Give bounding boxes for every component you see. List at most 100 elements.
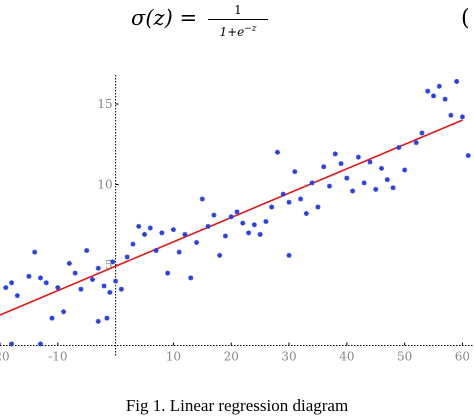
data-point xyxy=(280,191,286,197)
data-point xyxy=(396,144,402,150)
data-point xyxy=(431,93,437,99)
formula-fraction: 1 1+e−z xyxy=(206,2,270,40)
y-tick-label: 10 xyxy=(97,178,112,192)
data-point xyxy=(130,241,136,247)
data-point xyxy=(199,196,205,202)
data-point xyxy=(194,239,200,245)
plot-axes xyxy=(0,75,474,356)
data-point xyxy=(269,204,275,210)
data-point xyxy=(211,212,217,218)
x-tick-label: 60 xyxy=(455,350,470,364)
data-point xyxy=(147,225,153,231)
data-point xyxy=(26,273,32,279)
data-point xyxy=(222,233,228,239)
data-point xyxy=(298,196,304,202)
data-point xyxy=(110,259,116,265)
formula-lhs: σ(z) = xyxy=(131,6,198,30)
data-point xyxy=(321,164,327,170)
data-point xyxy=(78,286,84,292)
data-point xyxy=(465,153,471,159)
data-point xyxy=(37,341,43,347)
data-point xyxy=(107,289,113,295)
data-point xyxy=(43,280,49,286)
data-point xyxy=(454,78,460,84)
data-point xyxy=(136,223,142,229)
regression-scatter-plot: -20 -10 10 20 30 40 50 60 5 10 15 xyxy=(0,75,474,364)
x-tick-label: 30 xyxy=(281,350,296,364)
data-point xyxy=(118,286,124,292)
data-point xyxy=(14,293,20,299)
data-point xyxy=(384,177,390,183)
data-point xyxy=(355,154,361,160)
data-point xyxy=(338,161,344,167)
data-point xyxy=(286,199,292,205)
formula-numerator: 1 xyxy=(234,3,242,17)
data-point xyxy=(373,186,379,192)
data-point xyxy=(390,185,396,191)
data-point xyxy=(159,230,165,236)
data-point xyxy=(101,283,107,289)
data-point xyxy=(251,222,257,228)
fraction-bar xyxy=(208,19,268,20)
scatter-points xyxy=(3,78,471,347)
x-tick-label: 40 xyxy=(339,350,354,364)
data-point xyxy=(436,83,442,89)
formula-denominator-base: 1+e xyxy=(219,25,245,39)
data-point xyxy=(176,249,182,255)
data-point xyxy=(9,341,15,347)
data-point xyxy=(217,252,223,258)
data-point xyxy=(9,280,15,286)
data-point xyxy=(113,278,119,284)
data-point xyxy=(413,140,419,146)
data-point xyxy=(188,275,194,281)
data-point xyxy=(292,169,298,175)
data-point xyxy=(286,252,292,258)
data-point xyxy=(240,220,246,226)
y-tick-label: 5 xyxy=(105,258,113,272)
data-point xyxy=(350,188,356,194)
x-tick-label: 10 xyxy=(166,350,181,364)
data-point xyxy=(37,275,43,281)
data-point xyxy=(234,209,240,215)
data-point xyxy=(402,167,408,173)
data-point xyxy=(84,248,90,254)
data-point xyxy=(72,270,78,276)
data-point xyxy=(95,265,101,271)
data-point xyxy=(165,270,171,276)
data-point xyxy=(361,180,367,186)
data-point xyxy=(326,183,332,189)
data-point xyxy=(228,214,234,220)
data-point xyxy=(170,227,176,233)
x-tick-label: 50 xyxy=(397,350,412,364)
data-point xyxy=(246,230,252,236)
data-point xyxy=(153,248,159,254)
equation-number-fragment: ( xyxy=(461,6,470,31)
data-point xyxy=(3,285,9,291)
data-point xyxy=(257,231,263,237)
data-point xyxy=(344,175,350,181)
data-point xyxy=(66,260,72,266)
tick-labels: -20 -10 10 20 30 40 50 60 5 10 15 xyxy=(0,97,470,364)
formula-exponent: −z xyxy=(244,24,257,34)
data-point xyxy=(124,254,130,260)
data-point xyxy=(95,318,101,324)
figure-caption: Fig 1. Linear regression diagram xyxy=(125,396,349,415)
data-point xyxy=(303,211,309,216)
x-tick-label: 20 xyxy=(224,350,239,364)
data-point xyxy=(309,180,315,186)
data-point xyxy=(459,114,465,120)
data-point xyxy=(49,315,55,321)
x-tick-label: -20 xyxy=(0,350,10,364)
data-point xyxy=(61,309,67,315)
data-point xyxy=(274,149,280,155)
data-point xyxy=(442,96,448,102)
sigmoid-formula: σ(z) = 1 1+e−z ( xyxy=(0,0,474,60)
data-point xyxy=(315,204,321,210)
data-point xyxy=(104,315,110,321)
data-point xyxy=(142,231,148,237)
data-point xyxy=(89,277,95,283)
data-point xyxy=(55,285,61,291)
data-point xyxy=(32,249,38,255)
data-point xyxy=(182,231,188,237)
data-point xyxy=(367,159,373,165)
